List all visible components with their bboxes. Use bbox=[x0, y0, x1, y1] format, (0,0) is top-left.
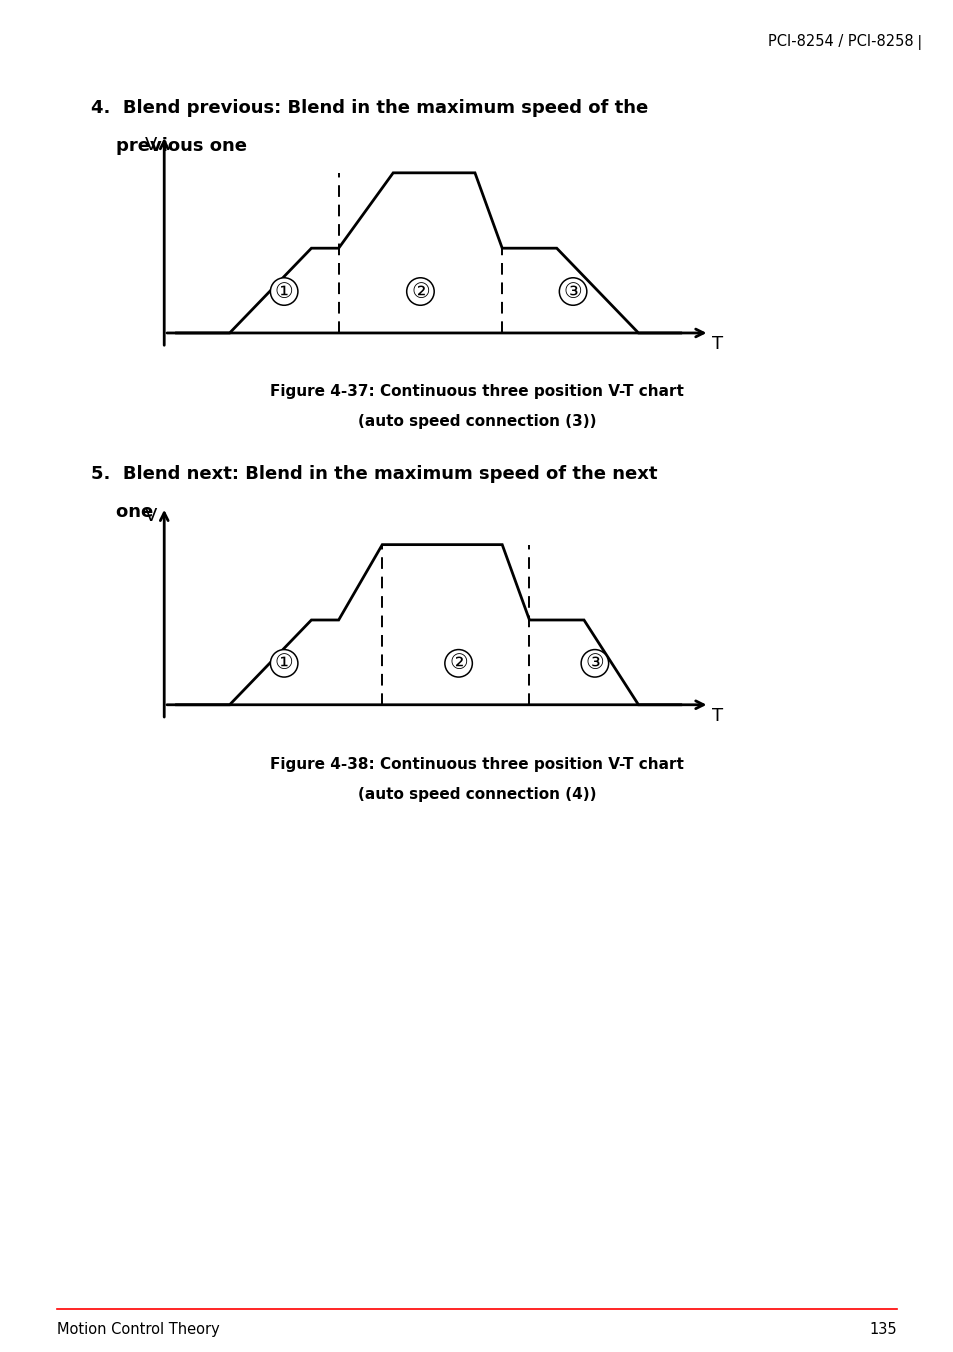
Text: V: V bbox=[144, 135, 156, 154]
Text: 4.  Blend previous: Blend in the maximum speed of the: 4. Blend previous: Blend in the maximum … bbox=[91, 99, 647, 116]
Text: previous one: previous one bbox=[91, 137, 247, 154]
Text: 135: 135 bbox=[868, 1322, 896, 1337]
Text: one: one bbox=[91, 503, 152, 521]
Text: ②: ② bbox=[411, 281, 430, 301]
Text: V: V bbox=[144, 507, 156, 526]
Text: ②: ② bbox=[449, 653, 468, 673]
Text: T: T bbox=[711, 335, 722, 353]
Text: ③: ③ bbox=[563, 281, 582, 301]
Text: ①: ① bbox=[274, 653, 294, 673]
Text: Figure 4-37: Continuous three position V-T chart: Figure 4-37: Continuous three position V… bbox=[270, 384, 683, 399]
Text: ①: ① bbox=[274, 281, 294, 301]
Text: ③: ③ bbox=[585, 653, 603, 673]
Text: Motion Control Theory: Motion Control Theory bbox=[57, 1322, 220, 1337]
Text: (auto speed connection (3)): (auto speed connection (3)) bbox=[357, 414, 596, 429]
Text: T: T bbox=[711, 707, 722, 725]
Text: PCI-8254 / PCI-8258❘: PCI-8254 / PCI-8258❘ bbox=[767, 34, 924, 50]
Text: Figure 4-38: Continuous three position V-T chart: Figure 4-38: Continuous three position V… bbox=[270, 757, 683, 772]
Text: (auto speed connection (4)): (auto speed connection (4)) bbox=[357, 787, 596, 802]
Text: 5.  Blend next: Blend in the maximum speed of the next: 5. Blend next: Blend in the maximum spee… bbox=[91, 465, 657, 483]
